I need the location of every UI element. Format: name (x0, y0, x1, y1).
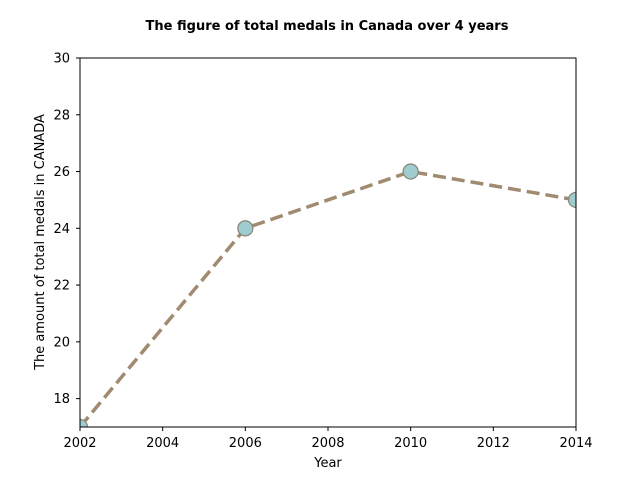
data-point (237, 220, 254, 237)
x-tick-label: 2006 (229, 436, 262, 451)
y-tick-label: 20 (53, 335, 70, 350)
x-tick-label: 2010 (394, 436, 427, 451)
x-tick-label: 2008 (311, 436, 344, 451)
data-point (402, 163, 419, 180)
x-tick-label: 2012 (477, 436, 510, 451)
x-tick-label: 2002 (63, 436, 96, 451)
y-tick-label: 24 (53, 222, 70, 237)
data-point (80, 418, 89, 427)
x-tick-label: 2004 (146, 436, 179, 451)
x-axis-label: Year (313, 456, 342, 471)
y-tick-label: 22 (53, 279, 70, 294)
y-tick-label: 30 (53, 52, 70, 67)
plot-area: 2002 2004 2006 2008 2010 2012 2014 18 20 22 24 26 28… (53, 52, 592, 452)
y-tick-label: 26 (53, 165, 70, 180)
y-tick-label: 18 (53, 392, 70, 407)
y-axis-label: The amount of total medals in CANADA (33, 114, 48, 371)
chart-title: The figure of total medals in Canada ove… (146, 19, 509, 34)
y-tick-label: 28 (53, 108, 70, 123)
plot-frame (79, 57, 577, 428)
series-line (80, 169, 576, 427)
data-point (567, 191, 576, 209)
x-tick-label: 2014 (559, 436, 592, 451)
